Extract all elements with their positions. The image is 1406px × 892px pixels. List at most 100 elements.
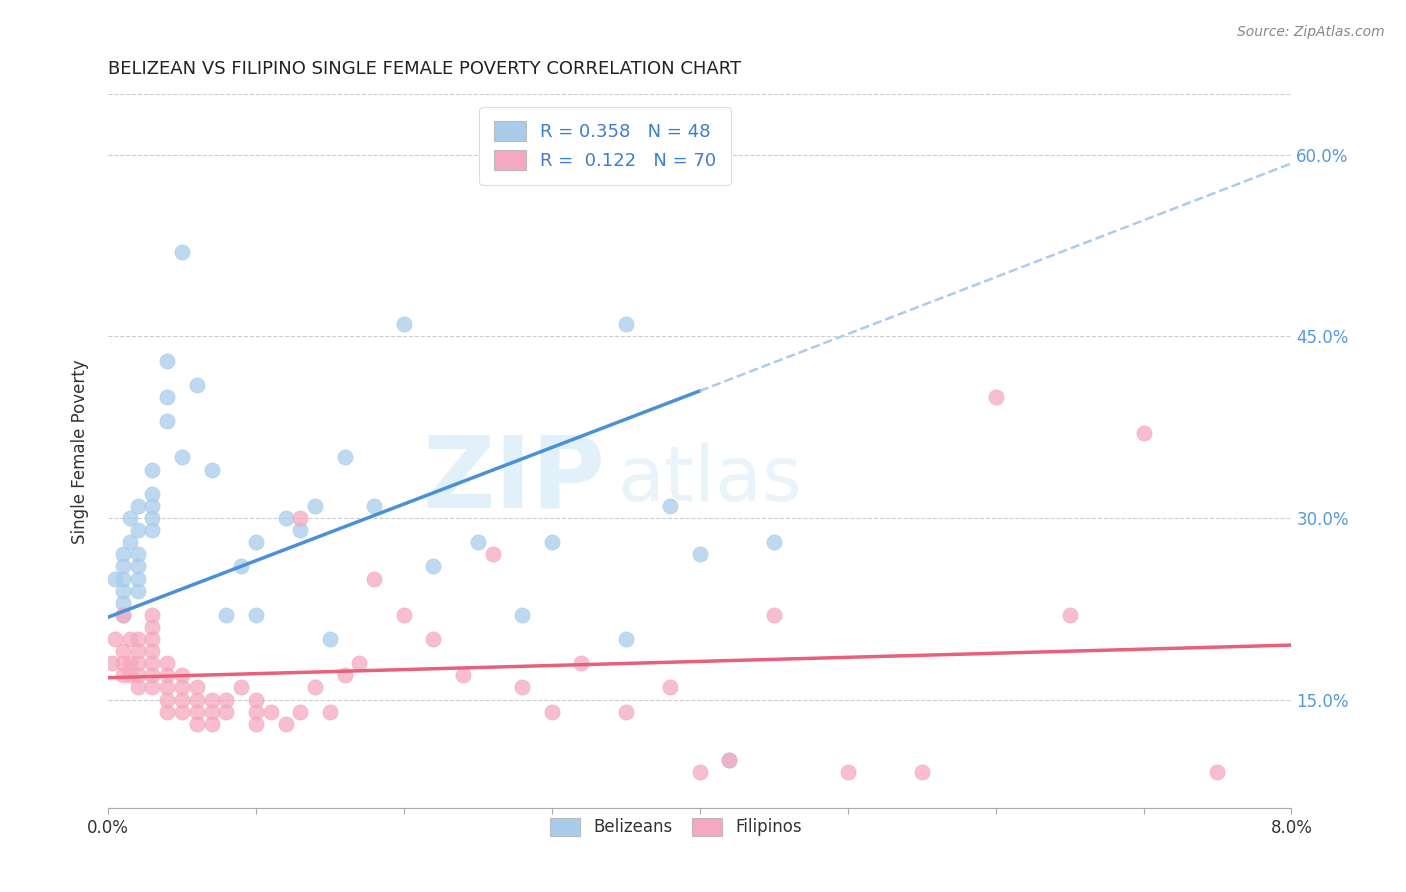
Point bbox=[170, 692, 193, 706]
Point bbox=[392, 318, 415, 332]
Point bbox=[467, 535, 489, 549]
Y-axis label: Single Female Poverty: Single Female Poverty bbox=[72, 359, 89, 544]
Point bbox=[614, 632, 637, 646]
Point bbox=[569, 657, 592, 671]
Point bbox=[290, 705, 312, 719]
Point bbox=[984, 390, 1007, 404]
Text: atlas: atlas bbox=[617, 443, 801, 517]
Point bbox=[127, 644, 149, 658]
Point bbox=[127, 583, 149, 598]
Point bbox=[141, 681, 163, 695]
Point bbox=[186, 692, 208, 706]
Point bbox=[231, 559, 253, 574]
Point bbox=[614, 705, 637, 719]
Point bbox=[170, 668, 193, 682]
Point bbox=[120, 535, 142, 549]
Point bbox=[910, 765, 932, 780]
Point bbox=[111, 657, 134, 671]
Point bbox=[659, 681, 682, 695]
Point bbox=[186, 377, 208, 392]
Point bbox=[141, 511, 163, 525]
Point bbox=[104, 632, 127, 646]
Point bbox=[451, 668, 474, 682]
Point bbox=[200, 705, 222, 719]
Point bbox=[111, 607, 134, 622]
Point bbox=[127, 668, 149, 682]
Point bbox=[245, 607, 267, 622]
Point bbox=[186, 681, 208, 695]
Point bbox=[290, 523, 312, 537]
Point bbox=[274, 511, 297, 525]
Point bbox=[120, 511, 142, 525]
Text: Source: ZipAtlas.com: Source: ZipAtlas.com bbox=[1237, 25, 1385, 39]
Point bbox=[540, 535, 562, 549]
Point bbox=[215, 607, 238, 622]
Point bbox=[104, 572, 127, 586]
Point bbox=[245, 716, 267, 731]
Point bbox=[141, 644, 163, 658]
Point bbox=[127, 572, 149, 586]
Point bbox=[392, 607, 415, 622]
Point bbox=[1059, 607, 1081, 622]
Point bbox=[111, 583, 134, 598]
Point bbox=[333, 668, 356, 682]
Point bbox=[127, 523, 149, 537]
Point bbox=[614, 318, 637, 332]
Point bbox=[1132, 426, 1154, 441]
Point bbox=[260, 705, 283, 719]
Point bbox=[101, 657, 124, 671]
Point bbox=[762, 607, 785, 622]
Point bbox=[156, 668, 179, 682]
Point bbox=[141, 487, 163, 501]
Point bbox=[156, 414, 179, 428]
Point bbox=[127, 681, 149, 695]
Point bbox=[481, 547, 503, 561]
Point bbox=[156, 353, 179, 368]
Point bbox=[304, 499, 326, 513]
Point bbox=[111, 644, 134, 658]
Point bbox=[141, 462, 163, 476]
Point bbox=[837, 765, 859, 780]
Text: ZIP: ZIP bbox=[422, 432, 605, 528]
Point bbox=[422, 559, 444, 574]
Point bbox=[363, 499, 385, 513]
Point bbox=[141, 499, 163, 513]
Point bbox=[200, 716, 222, 731]
Point bbox=[215, 692, 238, 706]
Point bbox=[111, 607, 134, 622]
Point bbox=[319, 705, 342, 719]
Point bbox=[304, 681, 326, 695]
Point bbox=[127, 632, 149, 646]
Point bbox=[363, 572, 385, 586]
Point bbox=[170, 450, 193, 465]
Point bbox=[659, 499, 682, 513]
Legend: Belizeans, Filipinos: Belizeans, Filipinos bbox=[543, 811, 808, 843]
Point bbox=[111, 572, 134, 586]
Point bbox=[141, 668, 163, 682]
Point bbox=[120, 657, 142, 671]
Point bbox=[141, 657, 163, 671]
Point bbox=[186, 705, 208, 719]
Point bbox=[274, 716, 297, 731]
Point bbox=[141, 632, 163, 646]
Point bbox=[156, 390, 179, 404]
Point bbox=[127, 499, 149, 513]
Point bbox=[120, 632, 142, 646]
Point bbox=[111, 668, 134, 682]
Point bbox=[111, 596, 134, 610]
Point bbox=[156, 705, 179, 719]
Point bbox=[319, 632, 342, 646]
Point bbox=[170, 244, 193, 259]
Point bbox=[170, 681, 193, 695]
Point bbox=[349, 657, 371, 671]
Point bbox=[127, 547, 149, 561]
Point bbox=[689, 765, 711, 780]
Point bbox=[333, 450, 356, 465]
Point bbox=[141, 620, 163, 634]
Point bbox=[156, 692, 179, 706]
Point bbox=[245, 535, 267, 549]
Point bbox=[156, 657, 179, 671]
Point bbox=[510, 607, 533, 622]
Text: BELIZEAN VS FILIPINO SINGLE FEMALE POVERTY CORRELATION CHART: BELIZEAN VS FILIPINO SINGLE FEMALE POVER… bbox=[108, 60, 741, 78]
Point bbox=[156, 681, 179, 695]
